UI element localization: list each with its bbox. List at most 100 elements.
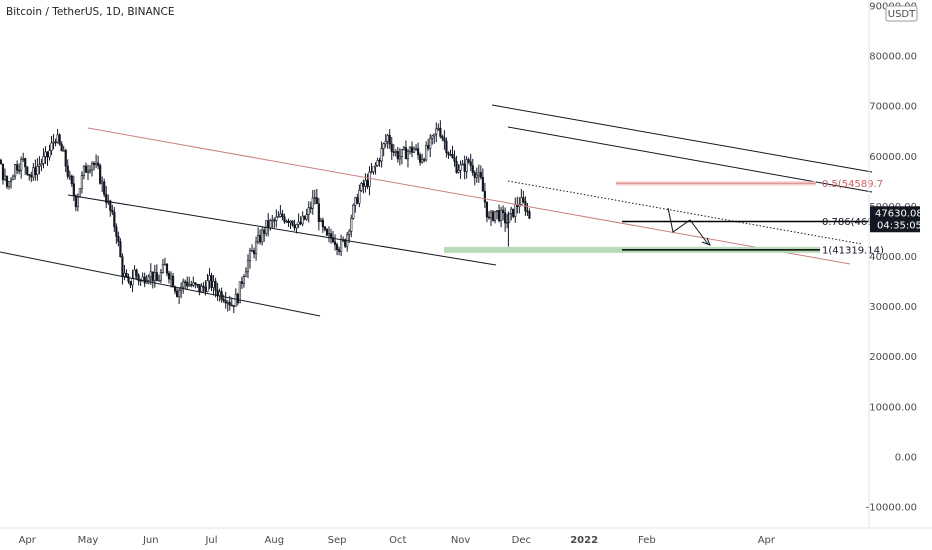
candle-body [283, 216, 286, 222]
candle-body [90, 163, 94, 171]
candle-body [38, 164, 41, 167]
candle [305, 208, 308, 221]
candle-body [127, 276, 130, 282]
candle-body [117, 236, 120, 242]
x-tick-label: Oct [389, 535, 406, 546]
candle [315, 188, 318, 205]
candle [18, 163, 21, 175]
candle [477, 164, 480, 183]
candle [376, 157, 379, 167]
candle [117, 231, 120, 247]
candle [14, 163, 17, 180]
candle-body [119, 241, 122, 258]
candle-body [493, 210, 497, 221]
candle-body [32, 167, 35, 178]
candle-body [404, 147, 408, 160]
candle-body [285, 220, 288, 223]
candle-body [400, 149, 403, 157]
candle [250, 244, 254, 252]
candle [283, 213, 286, 224]
candle [354, 196, 357, 213]
candle-body [340, 239, 343, 252]
candle-body [248, 250, 252, 261]
candle [34, 159, 37, 181]
candle-body [188, 284, 191, 287]
candle-body [11, 175, 15, 181]
candle-body [473, 172, 476, 178]
candle [222, 294, 225, 303]
candle-body [380, 148, 383, 162]
candle [453, 150, 456, 167]
candle [125, 269, 128, 278]
candle [285, 219, 288, 223]
price-axis[interactable]: 90000.0080000.0070000.0060000.0050000.00… [866, 2, 917, 514]
candle [528, 208, 531, 220]
candle-body [240, 281, 244, 284]
y-tick-label: 10000.00 [869, 402, 917, 413]
candle [461, 160, 464, 166]
candle-body [396, 151, 399, 160]
candle-body [169, 275, 173, 280]
time-axis[interactable]: Apr May Jun Jul Aug Sep Oct Nov Dec 2022 Feb Apr [19, 535, 776, 546]
candle-body [305, 214, 308, 220]
candle-body [303, 215, 306, 220]
candle [256, 227, 260, 244]
trend-line[interactable] [67, 194, 497, 266]
candle-body [451, 153, 454, 159]
candle [82, 165, 86, 180]
candle [11, 174, 15, 181]
candle [216, 283, 219, 302]
candle [113, 207, 116, 233]
candle-body [398, 156, 401, 160]
candle [101, 176, 104, 193]
candle [32, 162, 35, 181]
candle-body [171, 275, 175, 288]
candle [20, 156, 23, 179]
candle [54, 138, 57, 147]
candle-body [309, 207, 312, 209]
candle-body [133, 269, 136, 279]
candle-body [250, 250, 254, 252]
candle [400, 149, 403, 165]
candle-body [66, 165, 69, 177]
candle [157, 274, 160, 282]
candle-body [382, 143, 385, 149]
candle-body [202, 285, 205, 288]
candle [364, 173, 367, 193]
candle [242, 274, 246, 288]
candle [68, 170, 71, 181]
candle-body [522, 197, 525, 202]
candle-body [333, 241, 337, 245]
candle-body [506, 222, 509, 224]
candle [234, 288, 237, 307]
candle-body [78, 188, 81, 198]
candle-body [14, 164, 17, 177]
candle [88, 165, 92, 174]
candle [196, 283, 199, 289]
candle [275, 209, 278, 228]
x-tick-label: May [78, 535, 99, 546]
candle-body [315, 197, 318, 205]
candle [307, 201, 310, 223]
trend-line[interactable] [87, 127, 851, 265]
candle-body [360, 183, 363, 191]
candle-body [86, 170, 90, 173]
candle [206, 273, 209, 293]
trend-line[interactable] [0, 251, 321, 317]
candle-body [374, 164, 377, 168]
trend-line[interactable] [491, 104, 873, 173]
projection-path[interactable] [667, 207, 709, 245]
candle-body [317, 203, 320, 222]
candle [52, 134, 55, 150]
candle-body [323, 226, 327, 230]
dotted-trend-line[interactable] [507, 180, 863, 245]
candle-body [299, 221, 302, 225]
candle-body [429, 137, 432, 149]
candle-body [372, 166, 375, 172]
trend-line[interactable] [507, 126, 873, 193]
currency-box[interactable] [885, 5, 918, 22]
candle-body [263, 229, 266, 234]
candle [279, 204, 282, 218]
candle [335, 242, 339, 256]
candle [281, 209, 284, 221]
